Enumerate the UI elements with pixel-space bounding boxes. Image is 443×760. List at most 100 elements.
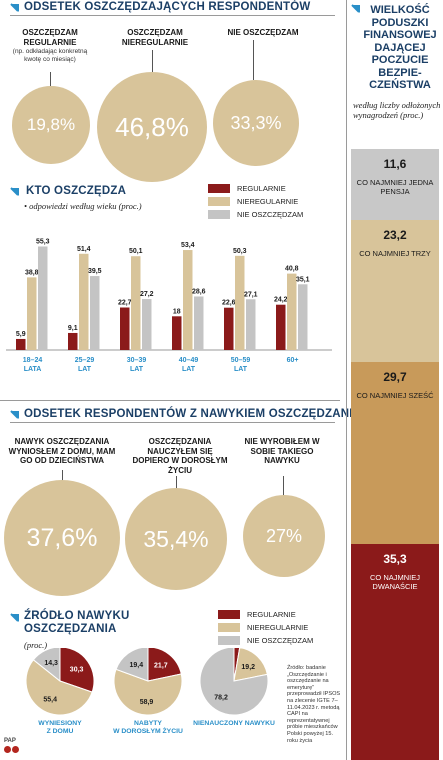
x-tick-label: LAT	[234, 366, 248, 373]
legend-irregularly: NIEREGULARNIE	[218, 623, 308, 632]
pie-value-label: 14,3	[44, 660, 58, 667]
x-tick-label: LATA	[24, 366, 42, 373]
sidebar-title: WIELKOŚĆ PODUSZKI FINANSOWEJ DAJĄCEJ POC…	[363, 4, 437, 91]
pie-value-label: 58,9	[140, 699, 154, 706]
pointer-line	[176, 476, 177, 490]
cushion-label: CO NAJMNIEJ DWANAŚCIE	[369, 572, 420, 591]
source-note: Źródło: badanie „Oszczędzanie i oszczędz…	[287, 665, 341, 744]
label-no-habit: NIE WYROBIŁEM W SOBIE TAKIEGO NAWYKU	[244, 437, 320, 465]
cushion-value: 23,2	[383, 228, 407, 243]
pie-value-label: 19,4	[130, 662, 144, 669]
x-tick-label: 40–49	[179, 357, 199, 364]
legend-not-saving: NIE OSZCZĘDZAM	[208, 210, 303, 219]
divider	[10, 422, 335, 423]
sidebar-note-text: według liczby odłożonych wynagrodzeń (pr…	[353, 100, 441, 120]
legend-irregularly: NIEREGULARNIE	[208, 197, 298, 206]
pie-slice	[115, 648, 149, 682]
arrow-icon	[10, 187, 19, 196]
bar-value-label: 27,1	[244, 291, 258, 298]
circle-habit-adult: 35,4%	[125, 488, 227, 590]
pie-label: W DOROSŁYM ŻYCIU	[113, 727, 183, 735]
legend-swatch	[208, 197, 230, 206]
pie-label: NABYTY	[134, 720, 162, 727]
pointer-line	[152, 50, 153, 72]
bar-value-label: 50,3	[233, 248, 247, 255]
bar-value-label: 39,5	[88, 268, 102, 275]
bar	[287, 273, 297, 350]
label-regularly: OSZCZĘDZAM REGULARNIE	[22, 28, 78, 47]
value-no-habit: 27%	[265, 525, 303, 546]
arrow-icon	[10, 3, 19, 12]
bar	[246, 299, 256, 350]
pie-slice	[233, 648, 241, 682]
section2-note-text: odpowiedzi według wieku (proc.)	[29, 201, 142, 211]
legend-label: NIE OSZCZĘDZAM	[247, 636, 314, 645]
bar-value-label: 51,4	[77, 246, 91, 253]
cushion-label: CO NAJMNIEJ SZEŚĆ	[356, 391, 434, 401]
arrow-icon	[10, 410, 19, 419]
cushion-segment: 29,7 CO NAJMNIEJ SZEŚĆ	[351, 362, 439, 544]
bar-value-label: 5,9	[16, 331, 26, 338]
bar	[131, 256, 141, 350]
circle-habit-home: 37,6%	[4, 480, 120, 596]
pie-value-label: 19,2	[241, 664, 255, 671]
section4-title: ŹRÓDŁO NAWYKU OSZCZĘDZANIA	[24, 610, 130, 635]
sidebar-divider	[346, 0, 347, 760]
bar	[172, 316, 182, 350]
bar-value-label: 9,1	[68, 325, 78, 332]
pie-slice	[32, 648, 61, 683]
section2-title: KTO OSZCZĘDZA	[26, 185, 127, 197]
cushion-bar-chart: 11,6 CO NAJMNIEJ JEDNA PENSJA 23,2 CO NAJMN…	[351, 149, 439, 760]
legend-swatch	[208, 184, 230, 193]
legend-label: REGULARNIE	[247, 610, 296, 619]
cushion-segment: 23,2 CO NAJMNIEJ TRZY	[351, 220, 439, 363]
x-tick-label: 60+	[287, 357, 299, 364]
bar-value-label: 38,8	[25, 269, 39, 276]
x-tick-label: 25–29	[75, 357, 95, 364]
legend-swatch	[218, 636, 240, 645]
bar	[38, 246, 48, 350]
cushion-value: 35,3	[383, 551, 407, 566]
bar-value-label: 50,1	[129, 248, 143, 255]
legend-swatch	[218, 610, 240, 619]
cushion-label: CO NAJMNIEJ TRZY	[359, 249, 431, 259]
legend-swatch	[208, 210, 230, 219]
label-habit-home: NAWYK OSZCZĘDZANIA WYNIOSŁEM Z DOMU, MAM…	[8, 437, 116, 465]
bar	[79, 253, 89, 350]
bar-value-label: 40,8	[285, 266, 299, 273]
bar	[194, 296, 204, 350]
bar	[120, 307, 130, 350]
pie-value-label: 21,7	[154, 663, 168, 670]
pie-slice	[59, 648, 95, 693]
divider	[0, 400, 340, 401]
bar	[27, 277, 37, 350]
pointer-line	[50, 72, 51, 86]
divider	[10, 15, 335, 16]
cushion-segment: 35,3 CO NAJMNIEJ DWANAŚCIE	[351, 543, 439, 760]
circle-no-habit: 27%	[243, 495, 325, 577]
pie-slice	[199, 648, 269, 716]
x-tick-label: LAT	[182, 366, 196, 373]
pointer-line	[253, 40, 254, 80]
legend-label: NIEREGULARNIE	[237, 197, 299, 206]
credit-label: PAP	[4, 738, 16, 744]
bar-value-label: 27,2	[140, 291, 154, 298]
note-regularly: (np. odkładając konkretną kwotę co miesi…	[12, 48, 88, 63]
cushion-segment: 11,6 CO NAJMNIEJ JEDNA PENSJA	[351, 149, 439, 221]
legend-regularly: REGULARNIE	[218, 610, 296, 619]
legend-swatch	[218, 623, 240, 632]
bar-value-label: 18	[173, 308, 181, 315]
bar-value-label: 22,6	[222, 300, 236, 307]
arrow-icon	[10, 613, 19, 622]
x-tick-label: LAT	[78, 366, 92, 373]
pie-label: WYNIESIONY	[38, 720, 82, 727]
value-irregularly: 46,8%	[115, 111, 189, 142]
circle-irregularly: 46,8%	[97, 72, 207, 182]
label-not-saving: NIE OSZCZĘDZAM	[227, 28, 299, 37]
value-not-saving: 33,3%	[230, 112, 282, 133]
legend-label: REGULARNIE	[237, 184, 286, 193]
pie-value-label: 55,4	[43, 696, 57, 703]
pie-slice	[25, 659, 93, 716]
bar	[183, 250, 193, 350]
